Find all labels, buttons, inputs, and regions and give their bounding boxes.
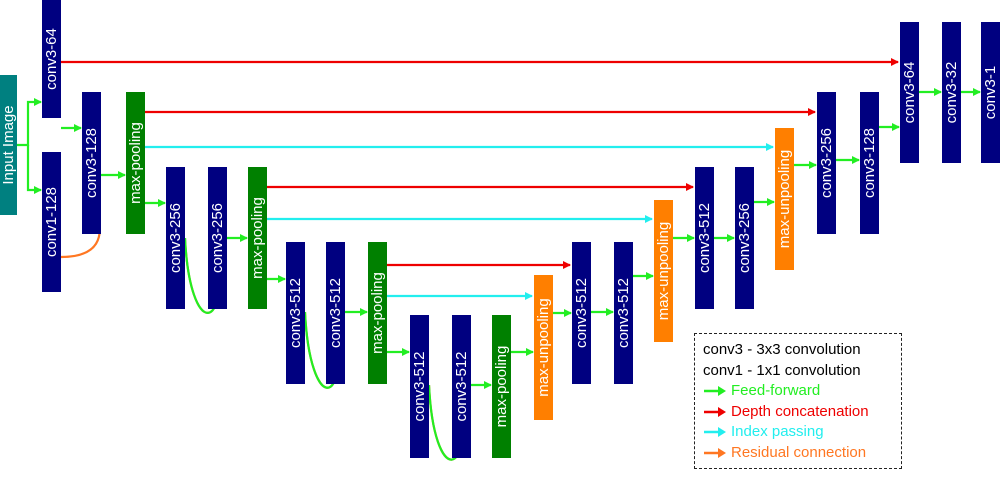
block-e1a: conv3-64 — [42, 0, 61, 118]
block-label-d1a: conv3-64 — [901, 62, 918, 124]
block-label-e1b: conv1-128 — [43, 187, 60, 257]
block-rect-e3a — [166, 167, 185, 309]
block-label-p1: max-pooling — [127, 122, 144, 204]
block-rect-e3b — [208, 167, 227, 309]
feed-forward-arrow-input-to-e1a — [17, 98, 42, 147]
block-d3b: conv3-256 — [735, 167, 754, 309]
legend-residual: Residual connection — [703, 443, 901, 464]
block-label-e4b: conv3-512 — [327, 278, 344, 348]
block-label-e3a: conv3-256 — [167, 203, 184, 273]
block-label-p2: max-pooling — [249, 197, 266, 279]
block-label-e2a: conv3-128 — [83, 128, 100, 198]
block-d4a: conv3-512 — [572, 242, 591, 384]
block-p1: max-pooling — [126, 92, 145, 234]
block-p2: max-pooling — [248, 167, 267, 309]
legend-residual-label: Residual connection — [731, 443, 867, 461]
block-label-d1c: conv3-1 — [982, 66, 999, 119]
legend-feed-forward: Feed-forward — [703, 381, 901, 402]
block-rect-d4a — [572, 242, 591, 384]
block-label-u3: max-unpooling — [776, 150, 793, 248]
block-rect-u1 — [534, 275, 553, 420]
block-rect-p4 — [492, 315, 511, 458]
block-label-e3b: conv3-256 — [209, 203, 226, 273]
block-rect-d1a — [900, 22, 919, 163]
block-d4b: conv3-512 — [614, 242, 633, 384]
block-e4b: conv3-512 — [326, 242, 345, 384]
feed-forward-arrow-icon — [704, 386, 726, 397]
block-d1a: conv3-64 — [900, 22, 919, 163]
block-label-p3: max-pooling — [369, 272, 386, 354]
block-label-d3a: conv3-512 — [696, 203, 713, 273]
block-d2b: conv3-128 — [860, 92, 879, 234]
block-label-d1b: conv3-32 — [943, 62, 960, 124]
block-rect-d4b — [614, 242, 633, 384]
block-e5a: conv3-512 — [410, 315, 429, 458]
block-rect-d3b — [735, 167, 754, 309]
block-e3b: conv3-256 — [208, 167, 227, 309]
block-label-e5b: conv3-512 — [453, 351, 470, 421]
block-rect-e4b — [326, 242, 345, 384]
block-rect-e5a — [410, 315, 429, 458]
block-e4a: conv3-512 — [286, 242, 305, 384]
legend-feed-forward-label: Feed-forward — [731, 382, 821, 399]
block-label-p4: max-pooling — [493, 346, 510, 428]
block-rect-u2 — [654, 200, 673, 342]
block-rect-e5b — [452, 315, 471, 458]
block-rect-d2a — [817, 92, 836, 234]
block-rect-u3 — [775, 128, 794, 270]
legend-depth-concat-label: Depth concatenation — [731, 402, 869, 420]
block-d1c: conv3-1 — [981, 22, 1000, 163]
block-rect-p3 — [368, 242, 387, 384]
block-e5b: conv3-512 — [452, 315, 471, 458]
block-p4: max-pooling — [492, 315, 511, 458]
block-e2a: conv3-128 — [82, 92, 101, 234]
block-e1b: conv1-128 — [42, 152, 61, 292]
block-rect-d3a — [695, 167, 714, 309]
legend-box: conv3 - 3x3 convolution conv1 - 1x1 conv… — [694, 333, 902, 469]
block-d3a: conv3-512 — [695, 167, 714, 309]
depth-concat-arrow-icon — [704, 406, 726, 417]
legend-index-pass-label: Index passing — [731, 423, 824, 440]
block-label-u1: max-unpooling — [535, 298, 552, 396]
feed-forward-arrow-input-to-e1b — [26, 145, 42, 194]
block-rect-p1 — [126, 92, 145, 234]
block-u2: max-unpooling — [654, 200, 673, 342]
block-rect-e1a — [42, 0, 61, 118]
block-label-e4a: conv3-512 — [287, 278, 304, 348]
block-rect-input — [0, 75, 17, 215]
residual-arrow-icon — [704, 447, 726, 458]
block-label-d4b: conv3-512 — [615, 278, 632, 348]
legend-conv3: conv3 - 3x3 convolution — [703, 341, 861, 358]
legend-index-pass: Index passing — [703, 422, 901, 443]
block-label-e1a: conv3-64 — [43, 28, 60, 90]
block-label-d2a: conv3-256 — [818, 128, 835, 198]
legend-depth-concat: Depth concatenation — [703, 402, 901, 423]
block-label-d2b: conv3-128 — [861, 128, 878, 198]
block-input: Input Image — [0, 75, 17, 215]
legend-conv1: conv1 - 1x1 convolution — [703, 361, 861, 379]
index-pass-arrow-icon — [704, 427, 726, 438]
block-rect-e2a — [82, 92, 101, 234]
block-rect-e4a — [286, 242, 305, 384]
block-label-e5a: conv3-512 — [411, 351, 428, 421]
block-d1b: conv3-32 — [942, 22, 961, 163]
block-u3: max-unpooling — [775, 128, 794, 270]
block-rect-d1b — [942, 22, 961, 163]
block-rect-e1b — [42, 152, 61, 292]
block-rect-d2b — [860, 92, 879, 234]
block-rect-d1c — [981, 22, 1000, 163]
blocks-layer: Input Image conv3-64 conv1-128 conv3-128 max… — [0, 0, 1000, 458]
block-rect-p2 — [248, 167, 267, 309]
block-label-d3b: conv3-256 — [736, 203, 753, 273]
block-e3a: conv3-256 — [166, 167, 185, 309]
block-p3: max-pooling — [368, 242, 387, 384]
block-u1: max-unpooling — [534, 275, 553, 420]
block-label-input: Input Image — [0, 105, 17, 184]
block-d2a: conv3-256 — [817, 92, 836, 234]
block-label-u2: max-unpooling — [655, 222, 672, 320]
block-label-d4a: conv3-512 — [573, 278, 590, 348]
